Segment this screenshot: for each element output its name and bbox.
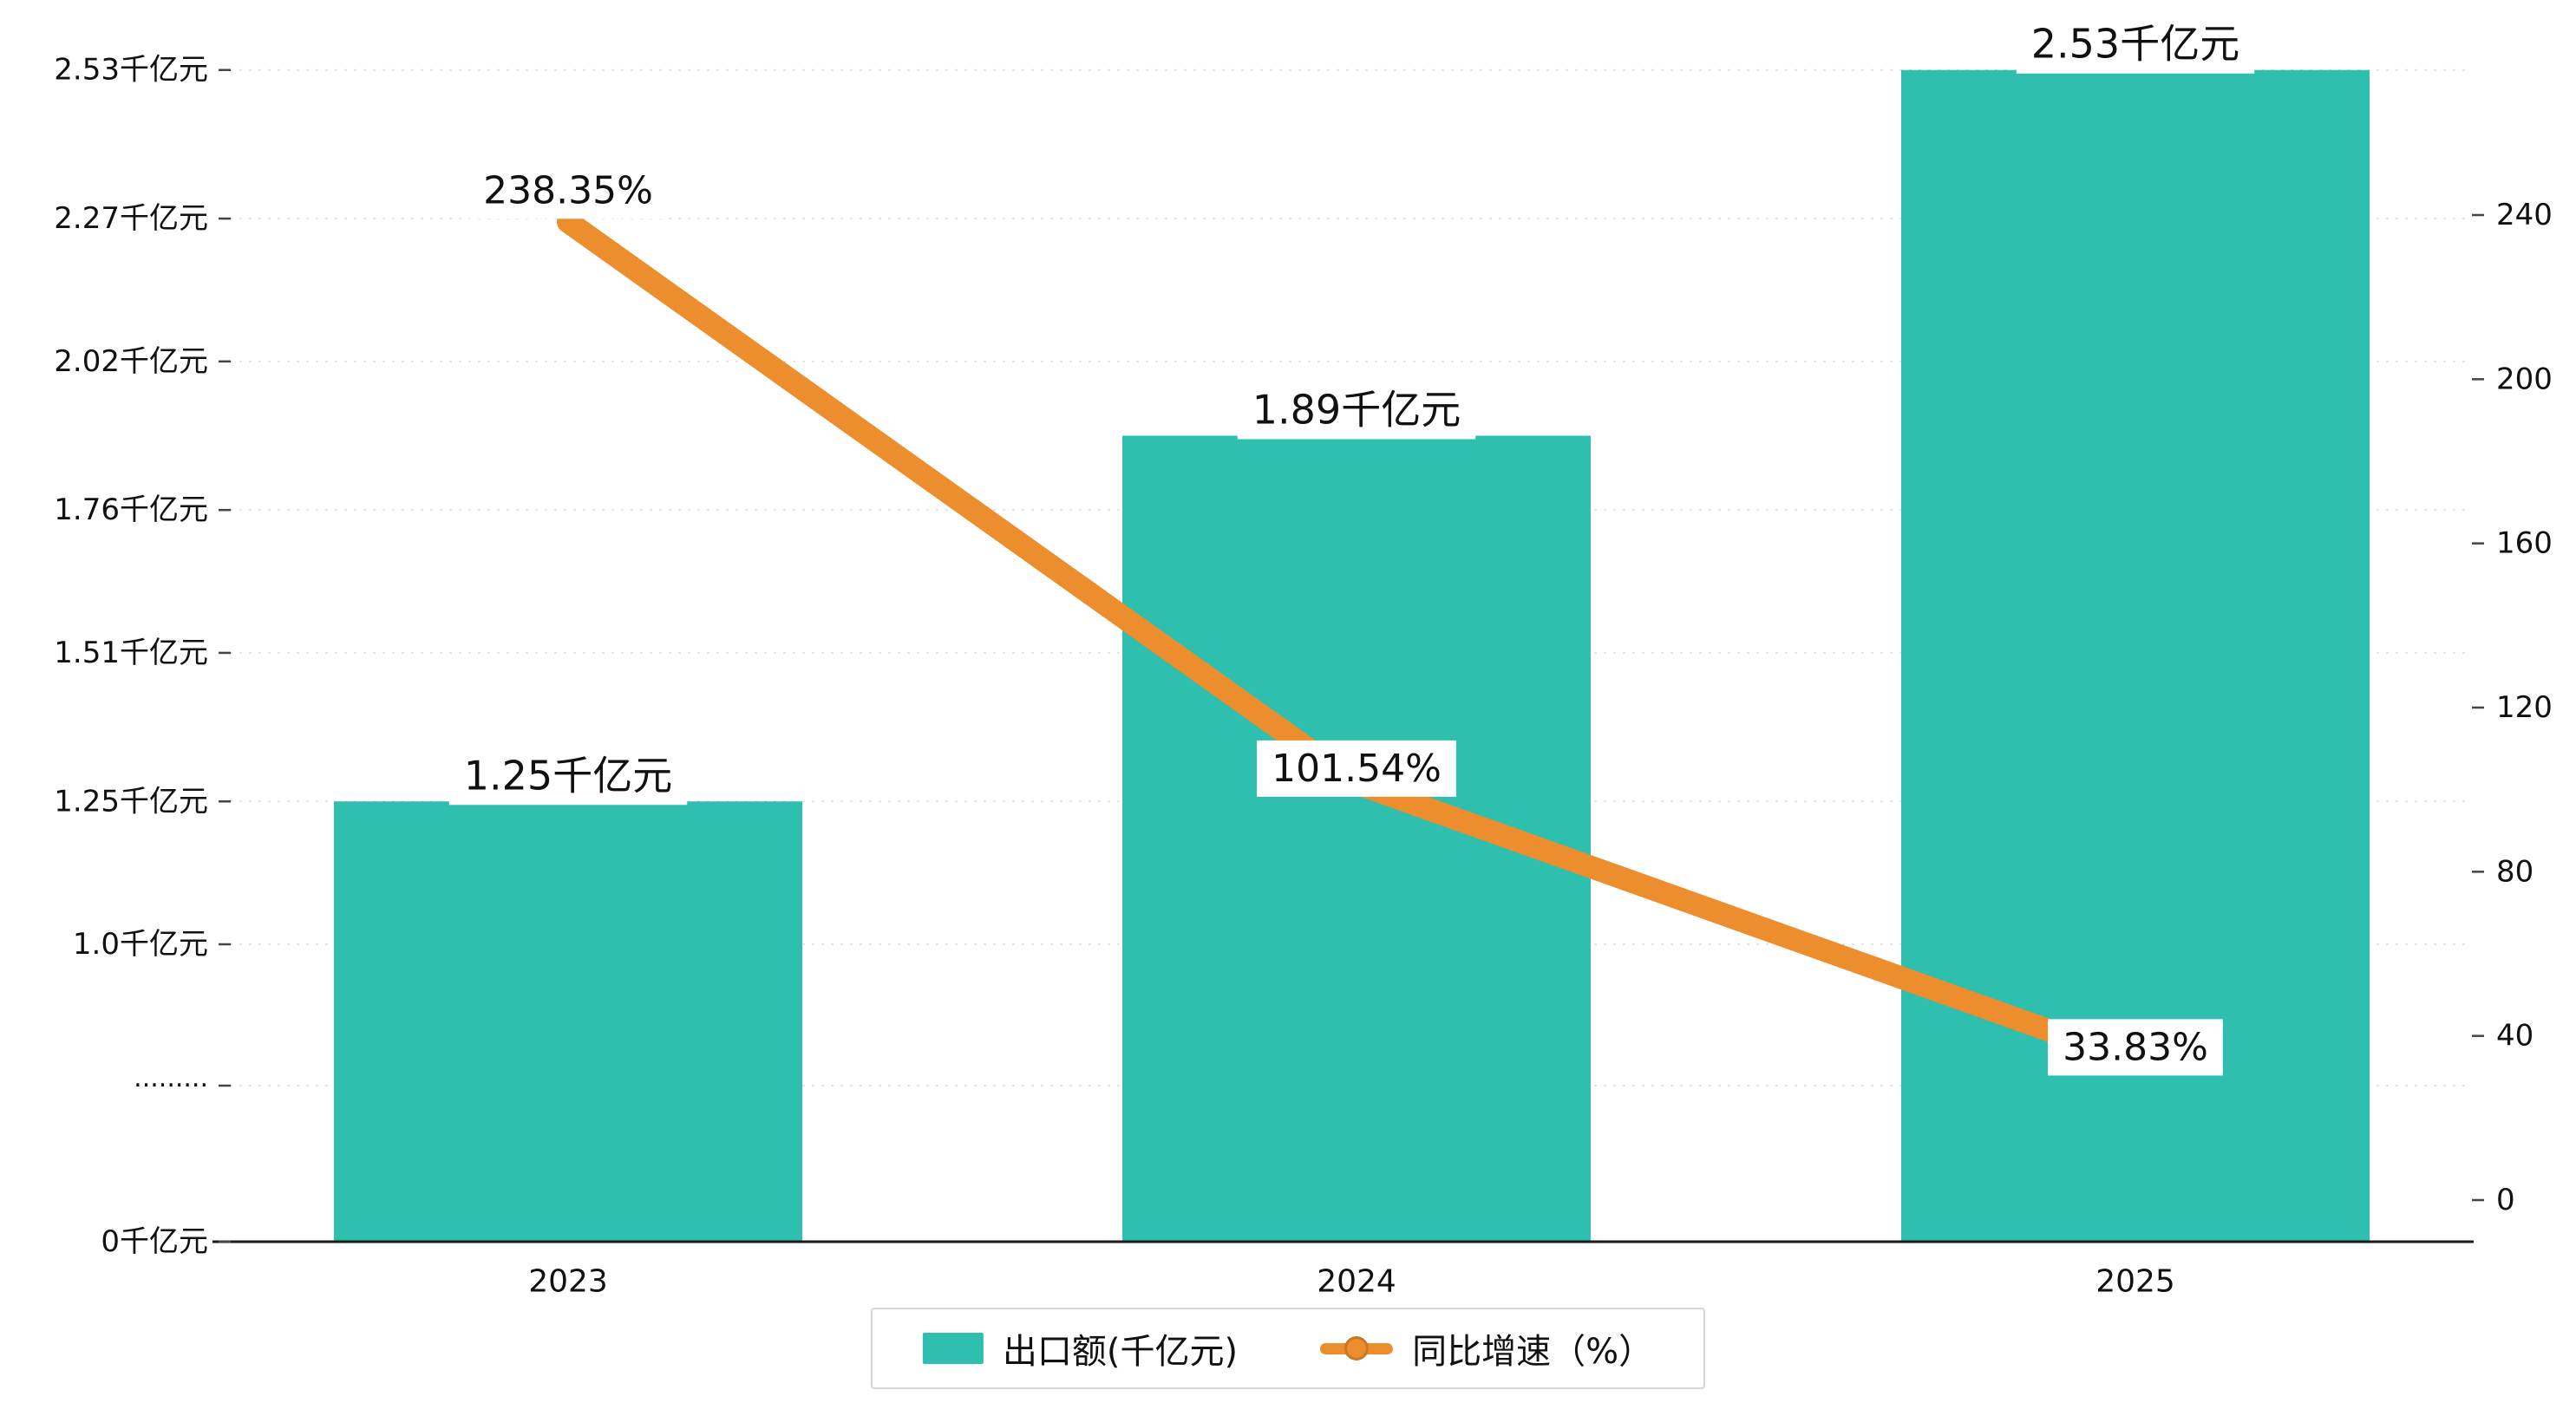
right-axis-tick-label: 40 [2496,1019,2534,1054]
line-value-label-2025: 33.83% [2048,1019,2223,1076]
left-axis-tick-label: 1.76千亿元 [54,493,208,527]
right-axis-tick-label: 240 [2496,198,2553,232]
bar-value-label-2025-bg [2016,14,2255,74]
svg-text:2.53千亿元: 2.53千亿元 [2031,21,2239,68]
legend-item-growth[interactable]: 同比增速（%） [1320,1323,1653,1374]
left-axis-tick-label: 2.02千亿元 [54,344,208,379]
svg-text:101.54%: 101.54% [1272,747,1442,791]
right-axis-tick-label: 200 [2496,362,2553,396]
left-axis-tick-label: 2.53千亿元 [54,53,208,88]
bar-value-label-2025: 2.53千亿元 [2016,14,2255,74]
line-value-label-2024-bg [1257,740,1456,797]
legend-item-export[interactable]: 出口额(千亿元) [922,1323,1239,1374]
legend: 出口额(千亿元) 同比增速（%） [870,1308,1706,1389]
legend-label-export: 出口额(千亿元) [1002,1332,1239,1372]
bar-swatch-icon [922,1333,984,1364]
x-tick-label-2025: 2025 [2095,1264,2175,1300]
line-value-label-2025-bg [2048,1019,2223,1076]
left-axis-tick-label: 2.27千亿元 [54,201,208,236]
left-axis-tick-label: 1.0千亿元 [73,927,208,962]
line-value-label-2023: 238.35% [468,162,668,219]
x-tick-label-2023: 2023 [528,1264,608,1300]
left-axis-tick-label: 1.25千亿元 [54,784,208,819]
svg-text:1.25千亿元: 1.25千亿元 [464,752,672,799]
line-value-label-2024: 101.54% [1257,740,1456,797]
svg-text:238.35%: 238.35% [483,168,653,212]
svg-text:1.89千亿元: 1.89千亿元 [1252,386,1461,433]
left-axis-tick-label: ········· [134,1071,208,1101]
legend-label-growth: 同比增速（%） [1412,1332,1654,1372]
x-tick-label-2024: 2024 [1317,1264,1396,1300]
bar-value-label-2024-bg [1237,380,1476,440]
bar-2023[interactable] [334,801,802,1242]
right-axis-tick-label: 120 [2496,690,2553,725]
left-axis-tick-label: 0千亿元 [101,1224,208,1259]
bar-value-label-2024: 1.89千亿元 [1237,380,1476,440]
svg-text:33.83%: 33.83% [2063,1025,2208,1069]
right-axis-tick-label: 80 [2496,854,2534,889]
right-axis-tick-label: 160 [2496,526,2553,561]
line-swatch-icon [1320,1336,1394,1361]
left-axis-tick-label: 1.51千亿元 [54,636,208,670]
bar-value-label-2023: 1.25千亿元 [448,746,688,806]
line-value-label-2023-bg [468,162,668,219]
line-swatch-dot-icon [1344,1336,1370,1361]
bar-value-label-2023-bg [448,746,688,806]
right-axis-tick-label: 0 [2496,1183,2515,1217]
